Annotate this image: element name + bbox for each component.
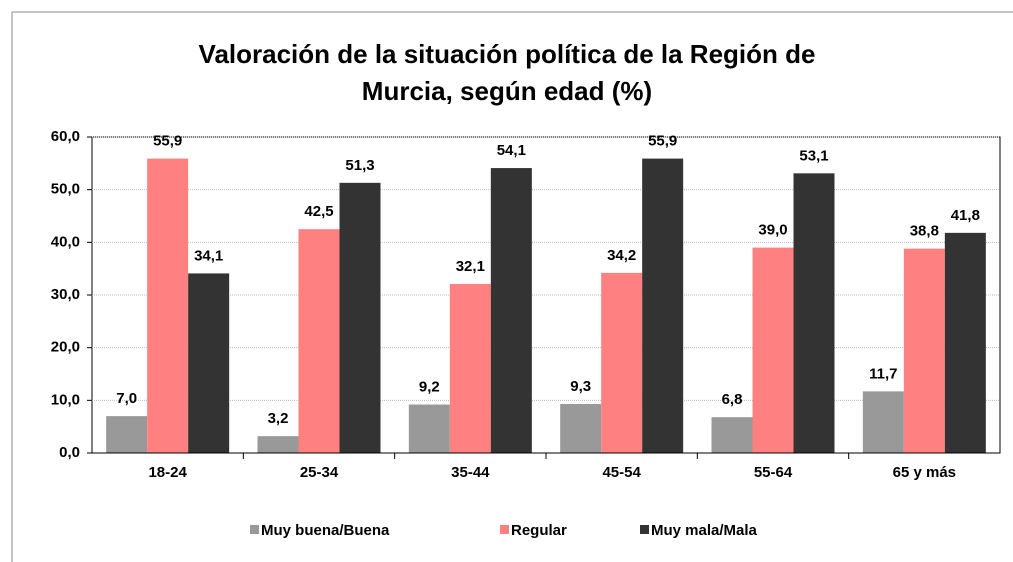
value-label: 3,2 [268,410,289,427]
value-label: 6,8 [722,391,743,408]
chart-title: Valoración de la situación política de l… [199,39,816,69]
value-label: 34,1 [194,247,223,264]
bar [490,168,532,453]
bar [147,158,189,454]
legend-label: Muy mala/Mala [651,522,758,539]
value-label: 41,8 [951,207,980,224]
legend-label: Regular [511,522,567,539]
y-tick-label: 10,0 [51,391,80,408]
value-label: 9,2 [419,379,440,396]
bar [257,436,299,453]
x-tick-label: 65 y más [893,464,956,481]
value-label: 9,3 [570,378,591,395]
value-label: 38,8 [910,223,939,240]
value-label: 7,0 [116,390,137,407]
bar [752,247,794,453]
legend-swatch [250,525,259,534]
bar [944,232,986,453]
x-tick-label: 55-64 [754,464,793,481]
value-label: 55,9 [153,133,182,150]
x-tick-label: 18-24 [148,464,187,481]
legend-swatch [640,525,649,534]
value-label: 55,9 [648,133,677,150]
x-tick-label: 45-54 [602,464,641,481]
bar [560,404,602,453]
y-tick-label: 50,0 [51,181,80,198]
value-label: 51,3 [345,157,374,174]
y-tick-label: 60,0 [51,128,80,145]
x-tick-label: 25-34 [300,464,339,481]
x-tick-label: 35-44 [451,464,490,481]
chart-title: Murcia, según edad (%) [362,76,652,106]
bar [449,283,491,453]
y-tick-label: 20,0 [51,339,80,356]
value-label: 53,1 [799,147,828,164]
bar [408,404,450,453]
bar [903,248,945,453]
value-label: 34,2 [607,247,636,264]
bar [793,173,835,453]
legend-label: Muy buena/Buena [261,522,390,539]
bar [106,416,148,453]
y-tick-label: 40,0 [51,233,80,250]
value-label: 42,5 [304,203,333,220]
value-label: 39,0 [758,222,787,239]
bar [711,417,753,453]
value-label: 32,1 [456,258,485,275]
bar [188,273,230,453]
legend-swatch [500,525,509,534]
bar [642,158,684,454]
bar [862,391,904,453]
bar [298,229,340,453]
bar [339,182,381,453]
y-tick-label: 0,0 [59,444,80,461]
value-label: 54,1 [497,142,526,159]
bar [601,272,643,453]
y-tick-label: 30,0 [51,286,80,303]
value-label: 11,7 [869,365,897,382]
